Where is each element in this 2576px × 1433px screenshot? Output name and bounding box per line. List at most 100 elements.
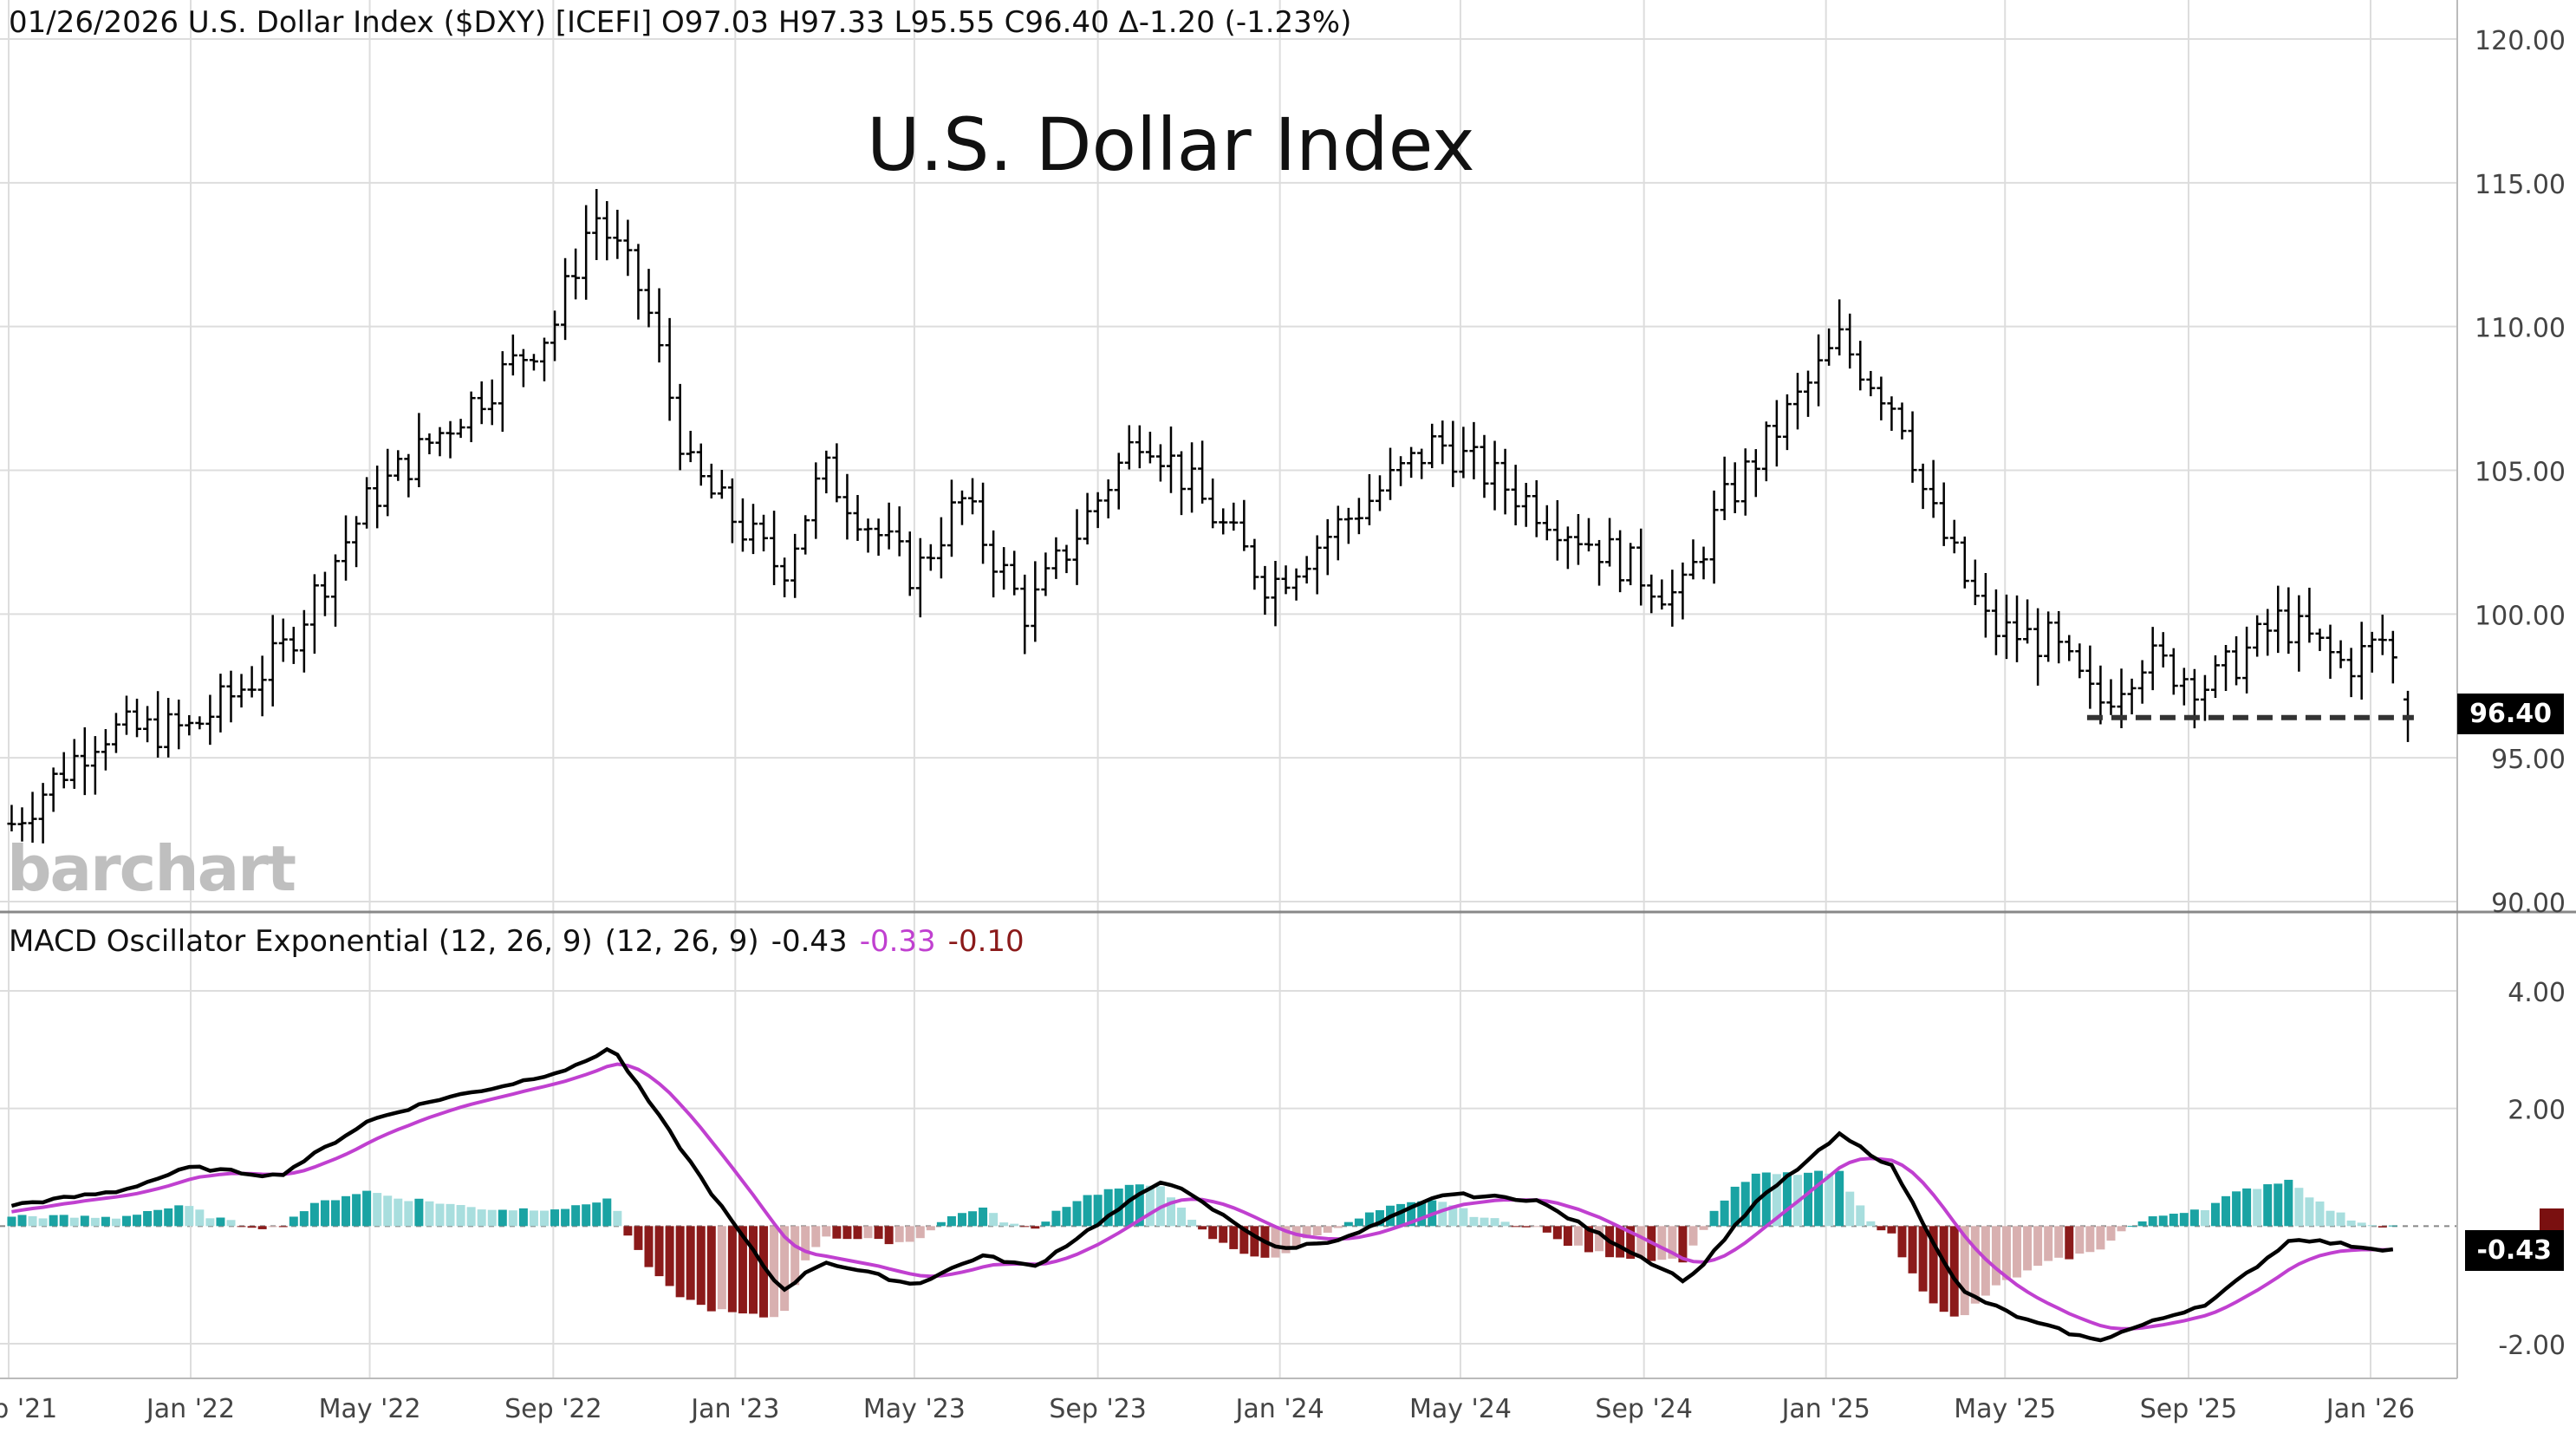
macd-hist-bar: [926, 1226, 935, 1231]
last-macd-tag: -0.43: [2464, 1230, 2564, 1271]
x-tick-label: May '22: [319, 1394, 421, 1424]
ohlc-bar: [1051, 537, 1061, 579]
macd-hist-bar: [404, 1201, 413, 1227]
ohlc-bar: [1636, 528, 1646, 606]
macd-hist-bar: [853, 1226, 862, 1240]
barchart-watermark: barchart: [7, 832, 296, 905]
ohlc-bar: [498, 351, 507, 433]
ohlc-bar: [863, 518, 873, 553]
macd-legend: MACD Oscillator Exponential (12, 26, 9) (…: [9, 924, 1037, 959]
macd-hist-bar: [1166, 1197, 1175, 1227]
macd-hist-bar: [435, 1203, 445, 1227]
ohlc-bar: [665, 317, 674, 421]
axes: [0, 0, 2576, 1379]
macd-hist-bar: [1333, 1226, 1343, 1228]
ohlc-bar: [905, 531, 914, 596]
macd-hist-bar: [49, 1215, 58, 1227]
macd-hist-bar: [1354, 1218, 1363, 1227]
ohlc-bar: [1407, 446, 1416, 479]
ohlc-bar: [1062, 544, 1071, 574]
ohlc-bar: [1020, 574, 1030, 655]
ohlc-bar: [1584, 518, 1593, 552]
ohlc-bar: [1929, 459, 1938, 518]
macd-hist-bar: [1459, 1208, 1468, 1227]
ohlc-bar: [362, 477, 372, 529]
ohlc-bar: [342, 515, 351, 581]
ohlc-bar: [874, 518, 883, 557]
ohlc-bar: [2044, 611, 2053, 662]
ohlc-bar: [853, 494, 862, 541]
macd-hist-bar: [28, 1215, 37, 1227]
ohlc-bar: [1960, 536, 1969, 589]
ohlc-bar: [1417, 448, 1427, 479]
macd-hist-bar: [1291, 1226, 1301, 1248]
macd-legend-hist: -0.10: [947, 924, 1025, 959]
macd-hist-bar: [874, 1226, 883, 1240]
ohlc-bar: [1490, 440, 1499, 511]
price-y-tick: 90.00: [2491, 889, 2566, 919]
macd-hist-bar: [2210, 1202, 2220, 1227]
macd-legend-params: (12, 26, 9): [604, 924, 759, 959]
macd-hist-bar: [133, 1215, 142, 1227]
macd-hist-bar: [1542, 1226, 1551, 1233]
macd-hist-bar: [1072, 1201, 1082, 1227]
ohlc-bar: [2085, 645, 2095, 709]
macd-hist-bar: [696, 1226, 706, 1306]
macd-hist-bar: [1062, 1207, 1071, 1227]
macd-hist-bar: [1688, 1226, 1698, 1246]
macd-hist-bar: [425, 1201, 434, 1227]
macd-hist-bar: [529, 1210, 538, 1227]
ohlc-bar: [7, 804, 16, 832]
ohlc-bar: [2367, 631, 2377, 673]
macd-hist-bar: [268, 1226, 277, 1228]
ohlc-bar: [456, 419, 465, 439]
ohlc-bar: [1187, 442, 1197, 513]
ohlc-bar: [1229, 502, 1239, 531]
macd-hist-bar: [801, 1226, 810, 1260]
ohlc-bar: [435, 427, 445, 457]
macd-hist-bar: [1814, 1170, 1824, 1227]
ohlc-bar: [1239, 499, 1249, 551]
ohlc-bar: [1145, 432, 1155, 464]
macd-hist-bar: [613, 1210, 622, 1227]
macd-hist-bar: [936, 1221, 946, 1227]
ohlc-bar: [1354, 498, 1363, 535]
ohlc-bar: [894, 506, 904, 557]
ohlc-bar: [101, 729, 110, 771]
macd-hist-bar: [539, 1210, 549, 1227]
ohlc-bar: [69, 739, 79, 789]
macd-hist-bar: [1636, 1226, 1646, 1258]
ohlc-bar: [1552, 499, 1562, 561]
macd-hist-bar: [2232, 1191, 2241, 1227]
ohlc-bar: [529, 354, 538, 371]
x-tick-label: Sep '21: [0, 1394, 57, 1424]
macd-hist-bar: [905, 1226, 914, 1242]
macd-hist-bar: [59, 1215, 68, 1227]
ohlc-bar: [1500, 448, 1510, 515]
macd-hist-bar: [2315, 1201, 2325, 1227]
macd-hist-bar: [195, 1209, 205, 1227]
macd-hist-bar: [90, 1217, 100, 1227]
ohlc-bar: [1740, 448, 1750, 516]
ohlc-bar: [1782, 394, 1792, 451]
ohlc-bar: [352, 516, 361, 568]
macd-hist-bar: [185, 1206, 194, 1227]
macd-hist-bar: [466, 1207, 476, 1227]
ohlc-bar: [1939, 482, 1948, 546]
macd-hist-bar: [1825, 1173, 1834, 1227]
ohlc-bar: [686, 430, 695, 463]
macd-hist-bar: [1626, 1226, 1636, 1260]
ohlc-bar: [38, 783, 48, 844]
macd-hist-bar: [1407, 1202, 1416, 1227]
macd-hist-bar: [602, 1198, 612, 1227]
macd-hist-bar: [2033, 1226, 2043, 1267]
ohlc-bar: [383, 448, 393, 517]
macd-hist-bar: [1595, 1226, 1604, 1252]
ohlc-bar: [1908, 411, 1917, 483]
ohlc-bar: [1981, 572, 1990, 638]
ohlc-bar: [1688, 539, 1698, 580]
macd-hist-bar: [2148, 1216, 2157, 1227]
macd-hist-bar: [216, 1217, 225, 1227]
macd-hist-bar: [1845, 1191, 1855, 1227]
x-tick-labels: Sep '21 Jan '22 May '22 Sep '22 Jan '23 May '…: [0, 1394, 2415, 1424]
